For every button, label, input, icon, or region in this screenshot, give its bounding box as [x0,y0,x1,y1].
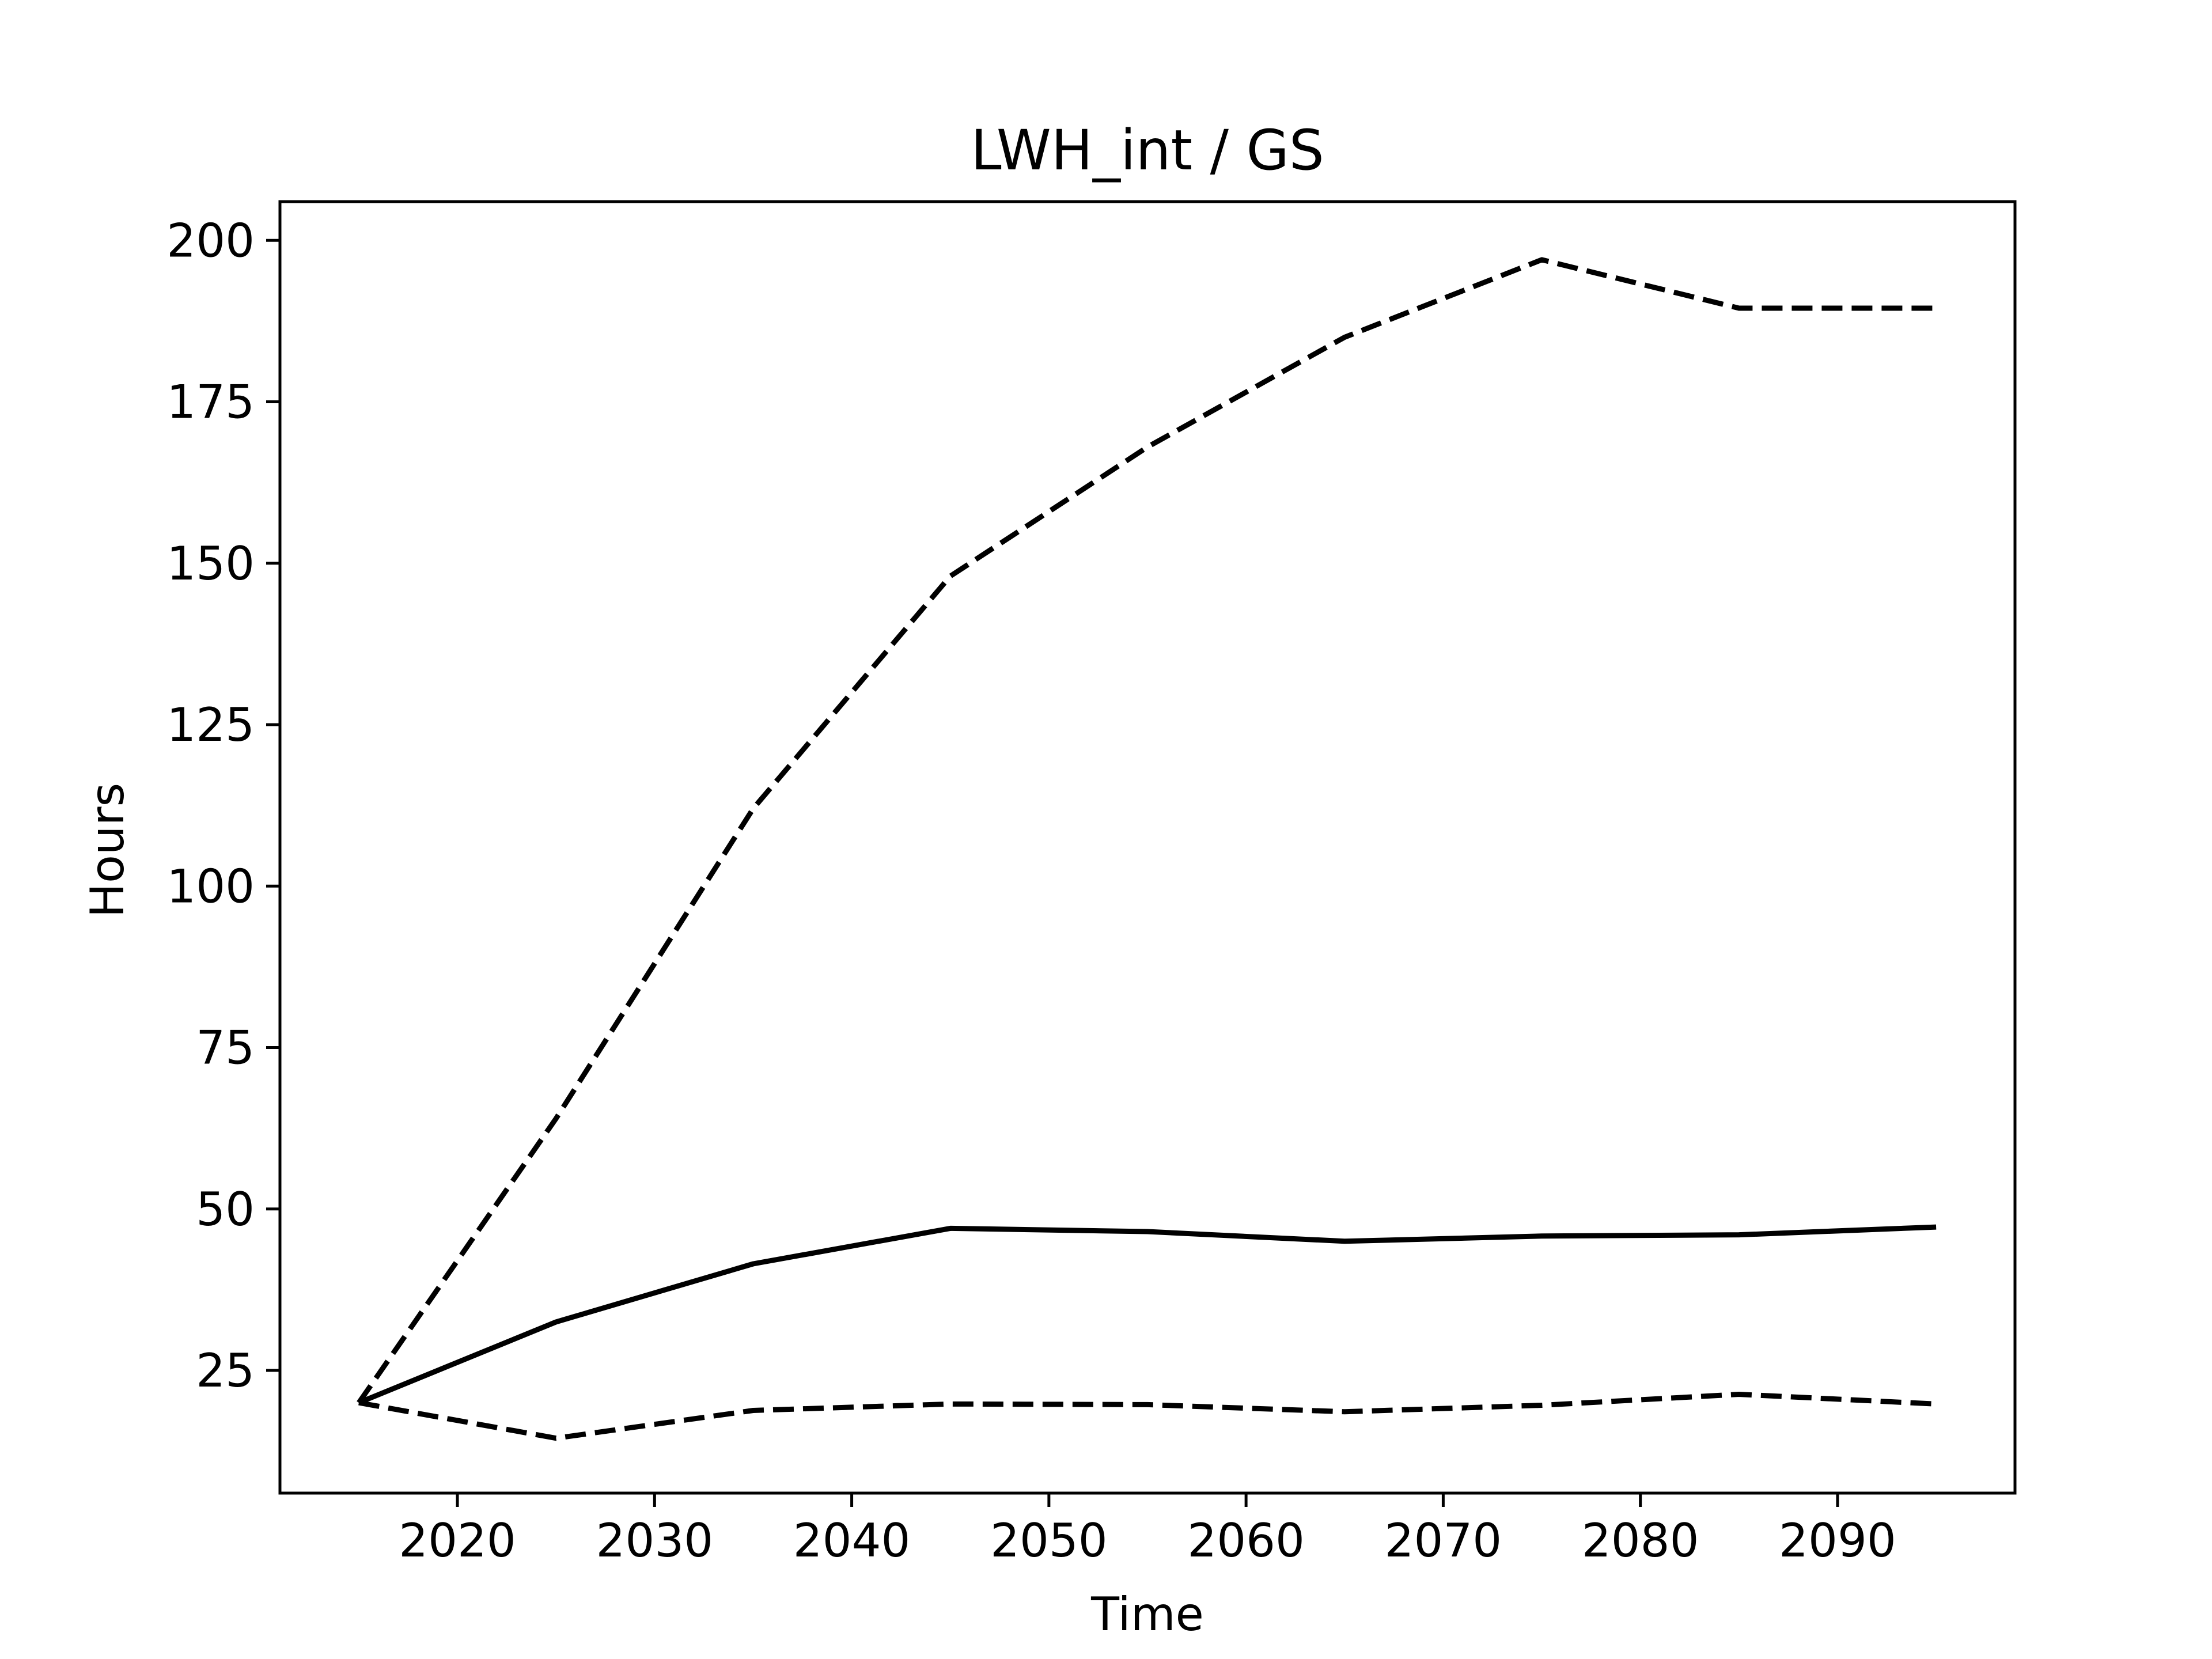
y-tick-label: 200 [166,214,255,267]
x-tick-label: 2060 [1187,1514,1305,1567]
x-tick-label: 2020 [399,1514,516,1567]
x-axis-ticks: 2020 2030 2040 2050 2060 2070 2080 2090 [399,1493,1896,1567]
series-line-3 [358,1392,1937,1441]
y-tick-label: 75 [196,1021,255,1075]
y-tick-label: 175 [166,376,255,429]
series-line-1 [357,257,1937,1404]
x-tick-label: 2090 [1779,1514,1896,1567]
y-axis-ticks: 25 50 75 100 125 150 175 200 [166,214,280,1397]
x-tick-label: 2030 [596,1514,714,1567]
y-tick-label: 25 [196,1344,255,1397]
x-tick-label: 2070 [1385,1514,1502,1567]
y-tick-label: 50 [196,1183,255,1236]
x-axis-label: Time [1090,1588,1204,1641]
x-tick-label: 2040 [793,1514,911,1567]
x-tick-label: 2080 [1582,1514,1699,1567]
y-tick-label: 150 [166,537,255,590]
y-tick-label: 125 [166,698,255,752]
y-tick-label: 100 [166,859,255,913]
chart-title: LWH_int / GS [971,118,1324,183]
series-line-2 [358,1224,1937,1406]
plot-area-frame [278,200,2017,1495]
y-axis-label: Hours [81,783,134,918]
x-tick-label: 2050 [990,1514,1108,1567]
series-layer [357,257,1937,1441]
